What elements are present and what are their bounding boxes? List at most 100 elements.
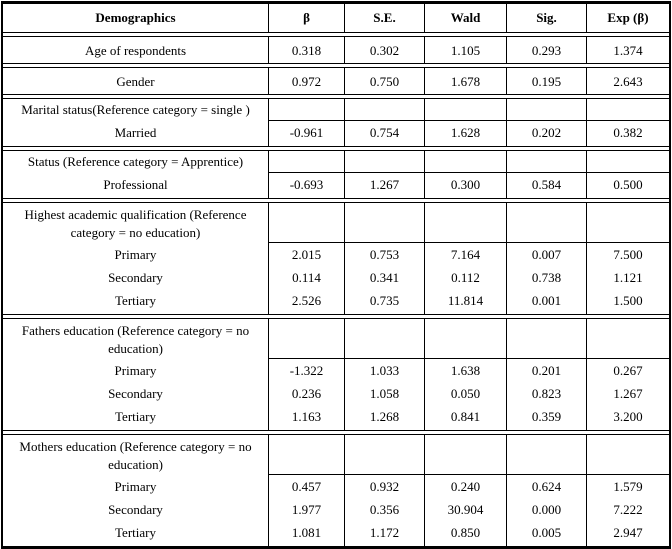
empty-cell: [425, 319, 506, 359]
value-cell: 1.105: [425, 37, 507, 63]
cell-value: 0.318: [291, 42, 322, 58]
sub-item-label: Primary: [114, 363, 157, 378]
value-cell: 1.638 0.050 0.841: [425, 319, 507, 430]
cell-value: 2.947: [613, 525, 643, 540]
cell-value: 0.341: [369, 270, 400, 285]
cell-value: 30.904: [447, 502, 484, 517]
cell-value: 0.753: [369, 247, 400, 262]
column-header-beta: β: [269, 4, 345, 32]
cell-value: 1.500: [613, 293, 643, 308]
cell-value: 0.932: [369, 479, 400, 494]
cell-value: 1.977: [291, 502, 322, 517]
cell-value: 0.000: [531, 502, 562, 517]
row-label-cell: Age of respondents: [3, 37, 269, 63]
empty-cell: [269, 151, 344, 173]
value-cell: 0.302: [345, 37, 425, 63]
cell-value: 1.579: [613, 479, 643, 494]
value-cell: 1.267: [345, 151, 425, 198]
table-row-fathers-education: Fathers education (Reference category = …: [3, 318, 669, 431]
cell-value: 1.121: [613, 270, 643, 285]
cell-value: 1.105: [450, 42, 481, 58]
table-row-status: Status (Reference category = Apprentice)…: [3, 150, 669, 199]
column-header-wald: Wald: [425, 4, 507, 32]
group-title: Status (Reference category = Apprentice): [27, 154, 244, 169]
value-cell: 1.628: [425, 99, 507, 146]
value-cell: 0.754: [345, 99, 425, 146]
cell-value: 0.500: [613, 177, 643, 192]
column-header-se: S.E.: [345, 4, 425, 32]
empty-cell: [345, 203, 424, 243]
row-label-cell: Gender: [3, 68, 269, 94]
cell-value: 0.735: [369, 293, 400, 308]
cell-value: 0.202: [531, 125, 562, 140]
cell-value: 0.112: [451, 270, 480, 285]
cell-value: -1.322: [289, 363, 324, 378]
empty-cell: [345, 99, 424, 121]
value-cell: 0.753 0.341 0.735: [345, 203, 425, 314]
cell-value: 0.750: [369, 73, 400, 89]
cell-value: 0.005: [531, 525, 562, 540]
column-header-label: Exp (β): [607, 10, 649, 25]
table-row-marital-status: Marital status(Reference category = sing…: [3, 98, 669, 147]
cell-value: 0.302: [369, 42, 400, 58]
value-cell: 2.015 0.114 2.526: [269, 203, 345, 314]
sub-item-label: Tertiary: [115, 293, 156, 308]
cell-value: 3.200: [613, 409, 643, 424]
value-cell: 0.972: [269, 68, 345, 94]
row-label: Gender: [116, 73, 155, 89]
cell-value: 0.050: [450, 386, 481, 401]
empty-cell: [507, 203, 586, 243]
cell-value: 0.356: [369, 502, 400, 517]
empty-cell: [507, 319, 586, 359]
value-cell: 0.932 0.356 1.172: [345, 435, 425, 546]
cell-value: 11.814: [447, 293, 484, 308]
cell-value: 0.114: [292, 270, 321, 285]
cell-value: 1.058: [369, 386, 400, 401]
value-cell: 7.164 0.112 11.814: [425, 203, 507, 314]
cell-value: 2.015: [291, 247, 322, 262]
cell-value: 0.738: [531, 270, 562, 285]
column-header-label: β: [303, 10, 310, 25]
empty-cell: [345, 319, 424, 359]
value-cell: -1.322 0.236 1.163: [269, 319, 345, 430]
value-cell: 0.382: [587, 99, 669, 146]
cell-value: 0.850: [450, 525, 481, 540]
value-cell: 7.500 1.121 1.500: [587, 203, 669, 314]
empty-cell: [587, 151, 669, 173]
empty-cell: [425, 99, 506, 121]
cell-value: 2.526: [291, 293, 322, 308]
table-header-row: Demographics β S.E. Wald Sig. Exp (β): [3, 3, 669, 33]
table-row-gender: Gender 0.972 0.750 1.678 0.195 2.643: [3, 67, 669, 95]
cell-value: 1.268: [369, 409, 400, 424]
cell-value: 1.267: [613, 386, 643, 401]
value-cell: -0.693: [269, 151, 345, 198]
value-cell: 0.584: [507, 151, 587, 198]
value-cell: 1.579 7.222 2.947: [587, 435, 669, 546]
empty-cell: [425, 203, 506, 243]
value-cell: 0.202: [507, 99, 587, 146]
cell-value: 0.624: [531, 479, 562, 494]
empty-cell: [425, 435, 506, 475]
group-title: Highest academic qualification (Referenc…: [24, 207, 247, 240]
cell-value: -0.693: [289, 177, 324, 192]
value-cell: 0.293: [507, 37, 587, 63]
sub-item-label: Professional: [103, 177, 168, 192]
column-header-label: Demographics: [95, 10, 176, 25]
cell-value: 1.163: [291, 409, 322, 424]
column-header-demographics: Demographics: [3, 4, 269, 32]
cell-value: 0.293: [531, 42, 562, 58]
empty-cell: [345, 151, 424, 173]
row-label: Age of respondents: [84, 42, 187, 58]
cell-value: 1.628: [450, 125, 481, 140]
group-label-cell: Fathers education (Reference category = …: [3, 319, 269, 430]
value-cell: 0.007 0.738 0.001: [507, 203, 587, 314]
cell-value: 0.201: [531, 363, 562, 378]
column-header-label: S.E.: [373, 10, 396, 25]
group-title: Mothers education (Reference category = …: [19, 439, 252, 472]
empty-cell: [507, 435, 586, 475]
cell-value: 0.457: [291, 479, 322, 494]
sub-item-label: Primary: [114, 247, 157, 262]
cell-value: -0.961: [289, 125, 324, 140]
value-cell: 0.195: [507, 68, 587, 94]
